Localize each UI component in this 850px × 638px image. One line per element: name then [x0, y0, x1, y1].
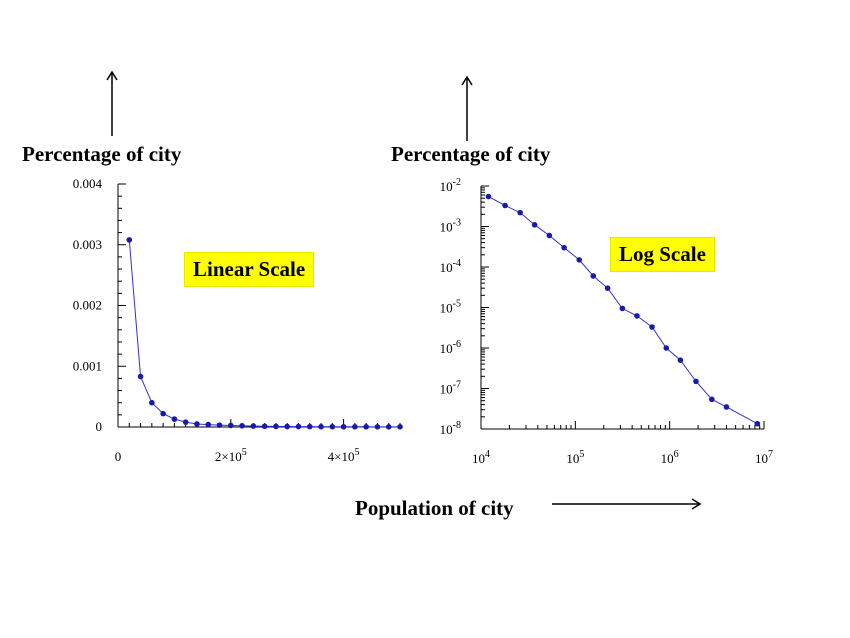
linear-data-point [216, 422, 223, 428]
log-x-tick-label: 107 [755, 449, 773, 466]
linear-y-tick-label: 0.001 [73, 358, 102, 373]
linear-data-point [228, 422, 234, 429]
linear-x-tick-label: 4×105 [328, 447, 360, 464]
linear-data-point [160, 410, 166, 417]
log-y-tick-label: 10-4 [440, 258, 461, 275]
log-y-tick-label: 10-6 [440, 339, 461, 356]
linear-data-point [273, 423, 279, 430]
linear-data-point [329, 423, 336, 430]
log-data-point [709, 396, 715, 403]
log-data-point [677, 357, 684, 363]
linear-scale-badge: Linear Scale [184, 252, 315, 287]
log-x-tick-label: 104 [472, 449, 490, 466]
log-data-point [693, 378, 699, 385]
linear-data-point [352, 423, 358, 430]
linear-x-tick-label: 2×105 [215, 447, 247, 464]
linear-y-tick-label: 0.002 [73, 298, 102, 313]
log-scale-badge: Log Scale [610, 237, 715, 272]
log-y-tick-label: 10-7 [440, 380, 461, 397]
linear-x-tick-label: 0 [115, 449, 122, 464]
log-data-point [619, 305, 626, 312]
log-x-tick-label: 106 [661, 449, 679, 466]
linear-data-point [182, 419, 189, 425]
x-axis-label: Population of city [355, 496, 514, 520]
log-data-point [649, 324, 655, 330]
linear-data-point [239, 422, 245, 429]
x-arrow-icon [552, 498, 702, 510]
linear-data-point [374, 424, 381, 430]
linear-data-point [318, 423, 324, 430]
log-data-point [546, 232, 553, 239]
right-y-arrow-icon [461, 75, 473, 141]
linear-y-tick-label: 0.003 [73, 237, 102, 252]
linear-data-point [149, 399, 155, 406]
linear-data-point [171, 416, 178, 422]
log-series-line [488, 196, 758, 425]
left-y-arrow-icon [106, 70, 118, 136]
linear-data-point [137, 373, 144, 380]
log-data-point [561, 244, 567, 251]
linear-y-tick-label: 0 [96, 419, 103, 434]
linear-data-point [306, 423, 313, 430]
linear-data-point [194, 421, 200, 427]
linear-data-point [126, 237, 133, 243]
linear-data-point [385, 424, 392, 430]
linear-data-point [363, 423, 369, 430]
log-data-point [754, 420, 761, 427]
linear-data-point [340, 423, 347, 430]
log-data-point [576, 257, 583, 263]
log-y-tick-label: 10-5 [440, 299, 461, 316]
linear-y-tick-label: 0.004 [73, 176, 103, 191]
left-y-axis-label: Percentage of city [22, 142, 182, 166]
linear-data-point [205, 421, 212, 428]
linear-data-point [397, 424, 403, 430]
log-y-tick-label: 10-3 [440, 218, 461, 235]
log-data-point [517, 209, 523, 216]
log-data-point [604, 285, 611, 291]
log-data-point [634, 313, 640, 319]
linear-data-point [261, 423, 268, 430]
log-data-point [485, 193, 492, 200]
log-data-point [590, 273, 597, 279]
log-y-tick-label: 10-2 [440, 177, 461, 194]
linear-data-point [284, 423, 291, 430]
log-y-tick-label: 10-8 [440, 420, 461, 437]
log-data-point [723, 404, 730, 410]
log-x-tick-label: 105 [566, 449, 584, 466]
linear-data-point [250, 423, 257, 429]
linear-data-point [295, 423, 302, 430]
log-data-point [531, 222, 538, 228]
log-data-point [663, 345, 670, 351]
right-y-axis-label: Percentage of city [391, 142, 551, 166]
log-data-point [502, 202, 508, 209]
